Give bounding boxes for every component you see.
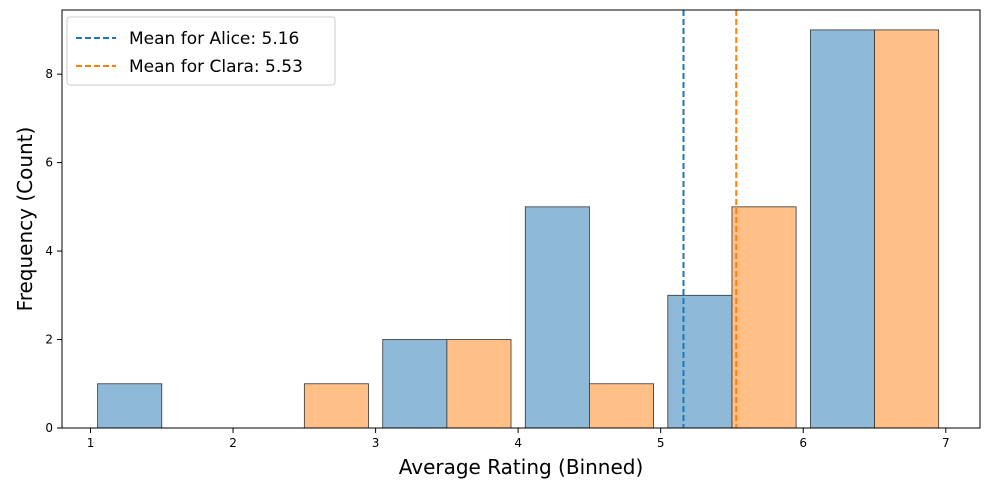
bar-alice-2 [524,206,590,429]
y-tick-label: 4 [45,244,53,258]
plot-frame [61,9,981,429]
legend: Mean for Alice: 5.16 Mean for Clara: 5.5… [66,16,336,86]
bar-clara-0 [303,383,369,429]
legend-label-clara-mean: Mean for Clara: 5.53 [129,57,303,77]
bar-clara-4 [874,29,940,429]
y-tick-label: 0 [45,421,53,435]
y-tick-label: 6 [45,156,53,170]
x-tick-label: 6 [799,436,807,450]
x-tick-label: 7 [942,436,950,450]
x-tick-label: 5 [657,436,665,450]
bar-alice-1 [382,339,448,429]
x-tick-label: 3 [372,436,380,450]
legend-label-alice-mean: Mean for Alice: 5.16 [129,29,299,49]
bar-alice-4 [809,29,875,429]
mean-lines-layer [682,10,738,428]
legend-box [66,16,336,86]
x-tick-label: 4 [514,436,522,450]
bar-clara-2 [589,383,654,429]
x-tick-label: 2 [229,436,237,450]
y-tick-label: 2 [45,333,53,347]
y-tick-label: 8 [45,67,53,81]
x-axis-ticks: 1 2 3 4 5 6 7 [87,428,950,450]
bar-alice-0 [97,383,163,429]
bars-layer [97,29,940,429]
bar-clara-3 [731,206,797,429]
bar-alice-3 [667,294,733,429]
y-axis-ticks: 0 2 4 6 8 [45,67,62,435]
y-axis-title: Frequency (Count) [13,127,37,312]
bar-clara-1 [446,339,512,429]
x-axis-title: Average Rating (Binned) [399,455,644,479]
x-tick-label: 1 [87,436,95,450]
